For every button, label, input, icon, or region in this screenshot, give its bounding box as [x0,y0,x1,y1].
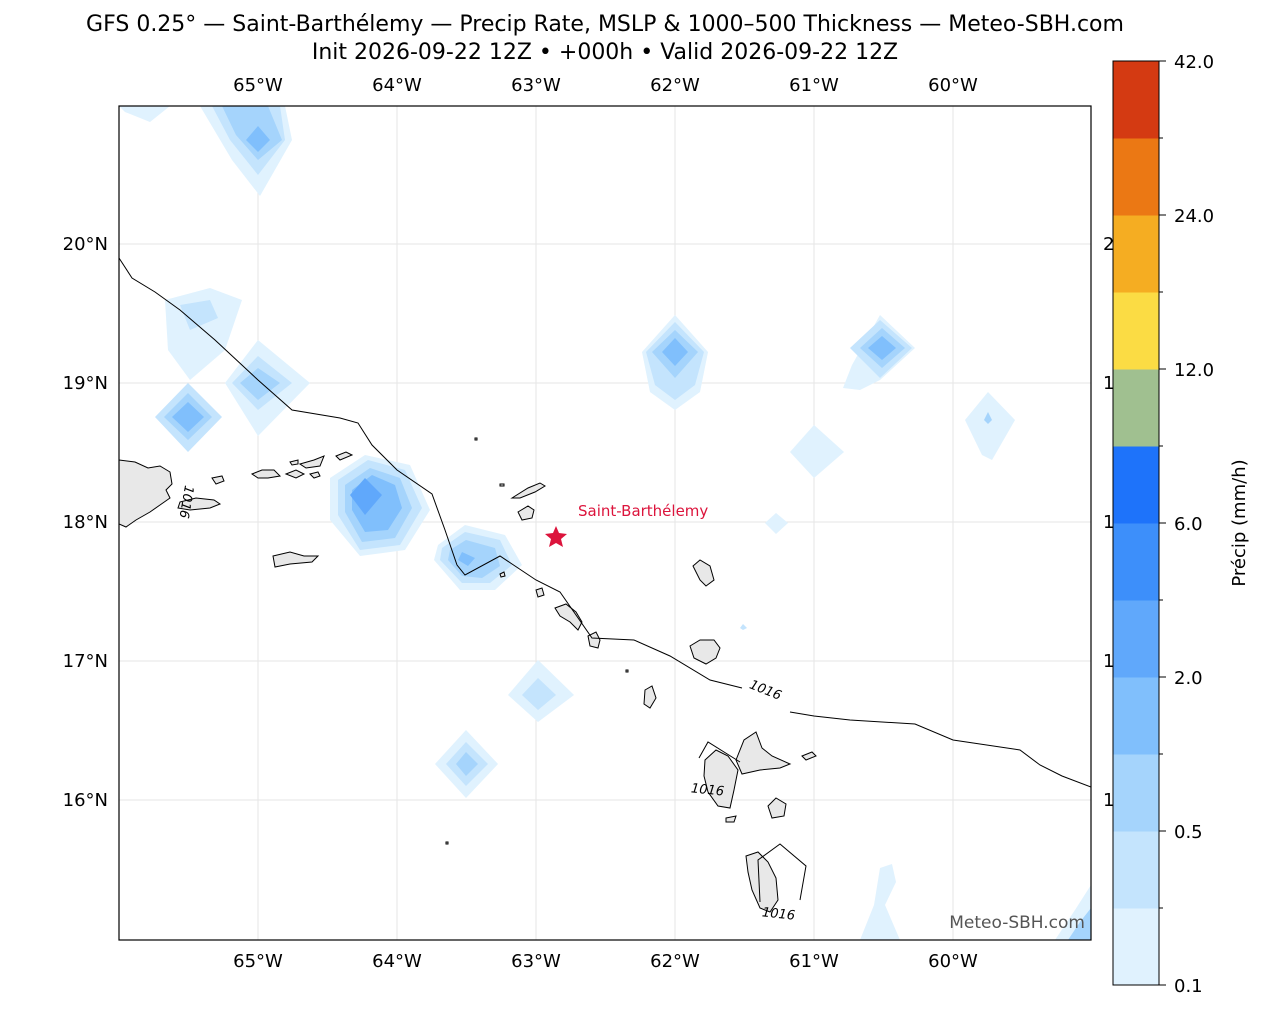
landmass-anegada [335,451,354,461]
colorbar-cell [1113,138,1159,216]
landmass-anguilla [510,482,546,499]
lon-label-bottom: 64°W [372,951,422,972]
landmass-la-desirade [801,751,817,761]
lat-label-left: 19°N [63,373,108,394]
precip-area [119,106,170,122]
precip-cell [155,383,222,452]
lat-label-right: 1 [1103,373,1114,394]
colorbar-cell [1113,754,1159,832]
lat-label-left: 20°N [63,234,108,255]
colorbar-cell [1113,292,1159,370]
landmass-antigua [689,639,721,665]
landmass-dominica [745,851,779,913]
precip-cell [1055,885,1091,940]
lon-label-bottom: 60°W [928,951,978,972]
colorbar-cell [1113,908,1159,986]
landmass-puerto-rico [119,459,173,528]
lon-label-top: 65°W [233,75,283,96]
lat-label-right: 1 [1103,512,1114,533]
lon-label-top: 63°W [511,75,561,96]
isobar-line [698,741,741,763]
colorbar-ticks [1159,60,1166,986]
isobar-line [789,711,1091,788]
map-background [119,106,1091,940]
precip-cell [965,392,1015,460]
colorbar-cell [1113,600,1159,678]
precip-cell [843,315,915,390]
isobar-label: 1016 [690,781,724,799]
colorbar-tick-label: 0.1 [1174,976,1203,997]
precip-cell [434,525,522,590]
precip-cell [765,513,788,534]
precip-cell [642,315,708,410]
isobar-label: 1016 [761,905,795,923]
isobar-label: 1016 [175,484,196,519]
colorbar-tick-label: 0.5 [1174,822,1203,843]
location-star-icon [545,526,567,547]
lon-label-top: 64°W [372,75,422,96]
landmass-st-martin [517,505,535,521]
lat-label-left: 16°N [63,790,108,811]
landmass-st-croix [272,551,320,568]
precip-field [119,106,1091,940]
isobar-line [119,257,743,689]
coastlines [119,437,817,913]
isobar-line [757,843,807,903]
colorbar-cell [1113,523,1159,601]
chart-title: GFS 0.25° — Saint-Barthélemy — Precip Ra… [86,12,1124,37]
lat-label-right: 1 [1103,790,1114,811]
landmass-culebra [211,475,225,485]
landmass-vieques [177,497,222,511]
landmass-st-thomas [250,469,282,479]
colorbar-cell [1113,61,1159,139]
precip-cell [330,455,430,556]
colorbar-cell [1113,369,1159,447]
precip-cell [508,660,574,722]
colorbar-tick-label: 2.0 [1174,668,1203,689]
colorbar-tick-label: 24.0 [1174,206,1214,227]
lon-label-bottom: 65°W [233,951,283,972]
precip-cell [435,730,498,798]
lat-label-left: 18°N [63,512,108,533]
precip-cell [790,425,844,478]
lon-label-top: 60°W [928,75,978,96]
colorbar-cell [1113,677,1159,755]
lon-label-bottom: 62°W [650,951,700,972]
lon-label-top: 61°W [789,75,839,96]
colorbar-cell [1113,831,1159,909]
colorbar-cell [1113,446,1159,524]
location-label: Saint-Barthélemy [578,502,708,520]
landmass-montserrat [643,685,657,709]
map-frame [118,105,1092,941]
precip-cell [740,624,747,630]
lon-label-bottom: 63°W [511,951,561,972]
colorbar-tick-label: 6.0 [1174,514,1203,535]
colorbar-label: Précip (mm/h) [1229,459,1250,586]
colorbar: 0.1 0.5 2.0 6.0 12.0 24.0 42.0 Précip (m… [1112,52,1250,997]
lat-label-left: 17°N [63,651,108,672]
landmass-grande-terre [735,731,792,775]
lon-label-bottom: 61°W [789,951,839,972]
lat-label-right: 2 [1103,234,1114,255]
colorbar-tick-label: 12.0 [1174,360,1214,381]
lon-label-top: 62°W [650,75,700,96]
precip-cell [860,864,900,940]
precip-cell [165,288,242,380]
landmass-st-kitts [554,603,583,631]
landmass-barbuda [692,559,715,587]
chart-subtitle: Init 2026-09-22 12Z • +000h • Valid 2026… [311,40,899,65]
landmass-st-john [284,469,306,479]
landmass-marie-galante [767,797,787,819]
precip-cell [200,106,292,196]
lat-label-right: 1 [1103,651,1114,672]
colorbar-cell [1113,215,1159,293]
landmass-basse-terre [703,749,739,809]
landmass-tortola [298,455,325,469]
colorbar-tick-label: 42.0 [1174,52,1214,73]
mslp-isobars [119,257,1091,903]
watermark: Meteo-SBH.com [949,913,1085,933]
